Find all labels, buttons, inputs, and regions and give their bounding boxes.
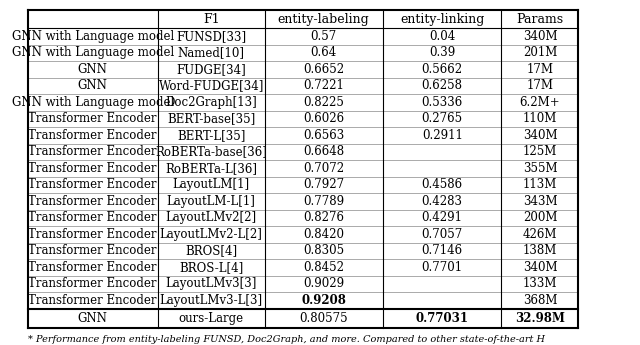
Text: 355M: 355M xyxy=(523,162,557,175)
Text: Transformer Encoder: Transformer Encoder xyxy=(28,178,157,191)
Text: 0.9029: 0.9029 xyxy=(303,277,344,290)
Text: 426M: 426M xyxy=(523,228,557,241)
Text: 0.5336: 0.5336 xyxy=(422,96,463,109)
Text: * Performance from entity-labeling FUNSD, Doc2Graph, and more. Compared to other: * Performance from entity-labeling FUNSD… xyxy=(28,335,545,344)
Text: 0.6563: 0.6563 xyxy=(303,129,344,142)
Text: 201M: 201M xyxy=(523,47,557,59)
Text: GNN: GNN xyxy=(77,79,108,92)
Text: Transformer Encoder: Transformer Encoder xyxy=(28,112,157,126)
Text: LayoutLMv2-L[2]: LayoutLMv2-L[2] xyxy=(160,228,262,241)
Text: F1: F1 xyxy=(203,13,220,26)
Text: 113M: 113M xyxy=(523,178,557,191)
Text: BERT-L[35]: BERT-L[35] xyxy=(177,129,245,142)
Text: 0.8305: 0.8305 xyxy=(303,244,344,257)
Text: 0.6258: 0.6258 xyxy=(422,79,463,92)
Text: LayoutLM[1]: LayoutLM[1] xyxy=(173,178,250,191)
Text: Doc2Graph[13]: Doc2Graph[13] xyxy=(165,96,257,109)
Text: 0.80575: 0.80575 xyxy=(300,312,348,325)
Text: Params: Params xyxy=(516,13,564,26)
Text: GNN with Language model: GNN with Language model xyxy=(12,47,174,59)
Text: 340M: 340M xyxy=(523,30,557,43)
Text: RoBERTa-L[36]: RoBERTa-L[36] xyxy=(165,162,257,175)
Text: 0.4291: 0.4291 xyxy=(422,211,463,224)
Text: LayoutLMv2[2]: LayoutLMv2[2] xyxy=(166,211,257,224)
Text: BERT-base[35]: BERT-base[35] xyxy=(167,112,255,126)
Text: 340M: 340M xyxy=(523,261,557,274)
Text: 0.7789: 0.7789 xyxy=(303,195,344,208)
Text: 0.4283: 0.4283 xyxy=(422,195,463,208)
Text: 0.8225: 0.8225 xyxy=(303,96,344,109)
Text: 0.7057: 0.7057 xyxy=(422,228,463,241)
Text: 32.98M: 32.98M xyxy=(515,312,565,325)
Text: entity-linking: entity-linking xyxy=(400,13,484,26)
Text: 0.8452: 0.8452 xyxy=(303,261,344,274)
Text: entity-labeling: entity-labeling xyxy=(278,13,370,26)
Text: 0.39: 0.39 xyxy=(429,47,455,59)
Text: 0.77031: 0.77031 xyxy=(416,312,468,325)
Text: 368M: 368M xyxy=(523,294,557,307)
Text: 0.6026: 0.6026 xyxy=(303,112,344,126)
Text: 0.8420: 0.8420 xyxy=(303,228,344,241)
Text: 340M: 340M xyxy=(523,129,557,142)
Text: 6.2M+: 6.2M+ xyxy=(520,96,560,109)
Text: 133M: 133M xyxy=(523,277,557,290)
Text: Transformer Encoder: Transformer Encoder xyxy=(28,145,157,158)
Text: 17M: 17M xyxy=(527,79,554,92)
Text: Transformer Encoder: Transformer Encoder xyxy=(28,228,157,241)
Text: 0.2911: 0.2911 xyxy=(422,129,463,142)
Text: 0.7221: 0.7221 xyxy=(303,79,344,92)
Text: RoBERTa-base[36]: RoBERTa-base[36] xyxy=(156,145,267,158)
Text: 125M: 125M xyxy=(523,145,557,158)
Text: 0.04: 0.04 xyxy=(429,30,455,43)
Text: Transformer Encoder: Transformer Encoder xyxy=(28,277,157,290)
Text: Transformer Encoder: Transformer Encoder xyxy=(28,261,157,274)
Text: 0.7927: 0.7927 xyxy=(303,178,344,191)
Text: GNN with Language model: GNN with Language model xyxy=(12,30,174,43)
Text: 0.8276: 0.8276 xyxy=(303,211,344,224)
Text: Transformer Encoder: Transformer Encoder xyxy=(28,162,157,175)
Text: LayoutLM-L[1]: LayoutLM-L[1] xyxy=(167,195,255,208)
Text: 110M: 110M xyxy=(523,112,557,126)
Text: 0.57: 0.57 xyxy=(310,30,337,43)
Text: 0.64: 0.64 xyxy=(310,47,337,59)
Text: GNN with Language model: GNN with Language model xyxy=(12,96,174,109)
Text: 0.7146: 0.7146 xyxy=(422,244,463,257)
Text: 0.6648: 0.6648 xyxy=(303,145,344,158)
Text: 0.6652: 0.6652 xyxy=(303,63,344,76)
Text: Named[10]: Named[10] xyxy=(178,47,244,59)
Text: BROS-L[4]: BROS-L[4] xyxy=(179,261,243,274)
Text: GNN: GNN xyxy=(77,63,108,76)
Text: Transformer Encoder: Transformer Encoder xyxy=(28,195,157,208)
Text: 17M: 17M xyxy=(527,63,554,76)
Text: 343M: 343M xyxy=(523,195,557,208)
Text: LayoutLMv3-L[3]: LayoutLMv3-L[3] xyxy=(159,294,263,307)
Text: Word-FUDGE[34]: Word-FUDGE[34] xyxy=(159,79,264,92)
Text: GNN: GNN xyxy=(77,312,108,325)
Text: 0.7701: 0.7701 xyxy=(422,261,463,274)
Text: 0.9208: 0.9208 xyxy=(301,294,346,307)
Text: FUDGE[34]: FUDGE[34] xyxy=(176,63,246,76)
Text: LayoutLMv3[3]: LayoutLMv3[3] xyxy=(166,277,257,290)
Text: Transformer Encoder: Transformer Encoder xyxy=(28,211,157,224)
Text: 138M: 138M xyxy=(523,244,557,257)
Text: Transformer Encoder: Transformer Encoder xyxy=(28,129,157,142)
Text: ours-Large: ours-Large xyxy=(179,312,244,325)
Text: 0.5662: 0.5662 xyxy=(422,63,463,76)
Text: 0.7072: 0.7072 xyxy=(303,162,344,175)
Text: 0.4586: 0.4586 xyxy=(422,178,463,191)
Text: Transformer Encoder: Transformer Encoder xyxy=(28,294,157,307)
Text: BROS[4]: BROS[4] xyxy=(185,244,237,257)
Text: 0.2765: 0.2765 xyxy=(422,112,463,126)
Text: 200M: 200M xyxy=(523,211,557,224)
Text: Transformer Encoder: Transformer Encoder xyxy=(28,244,157,257)
Text: FUNSD[33]: FUNSD[33] xyxy=(176,30,246,43)
